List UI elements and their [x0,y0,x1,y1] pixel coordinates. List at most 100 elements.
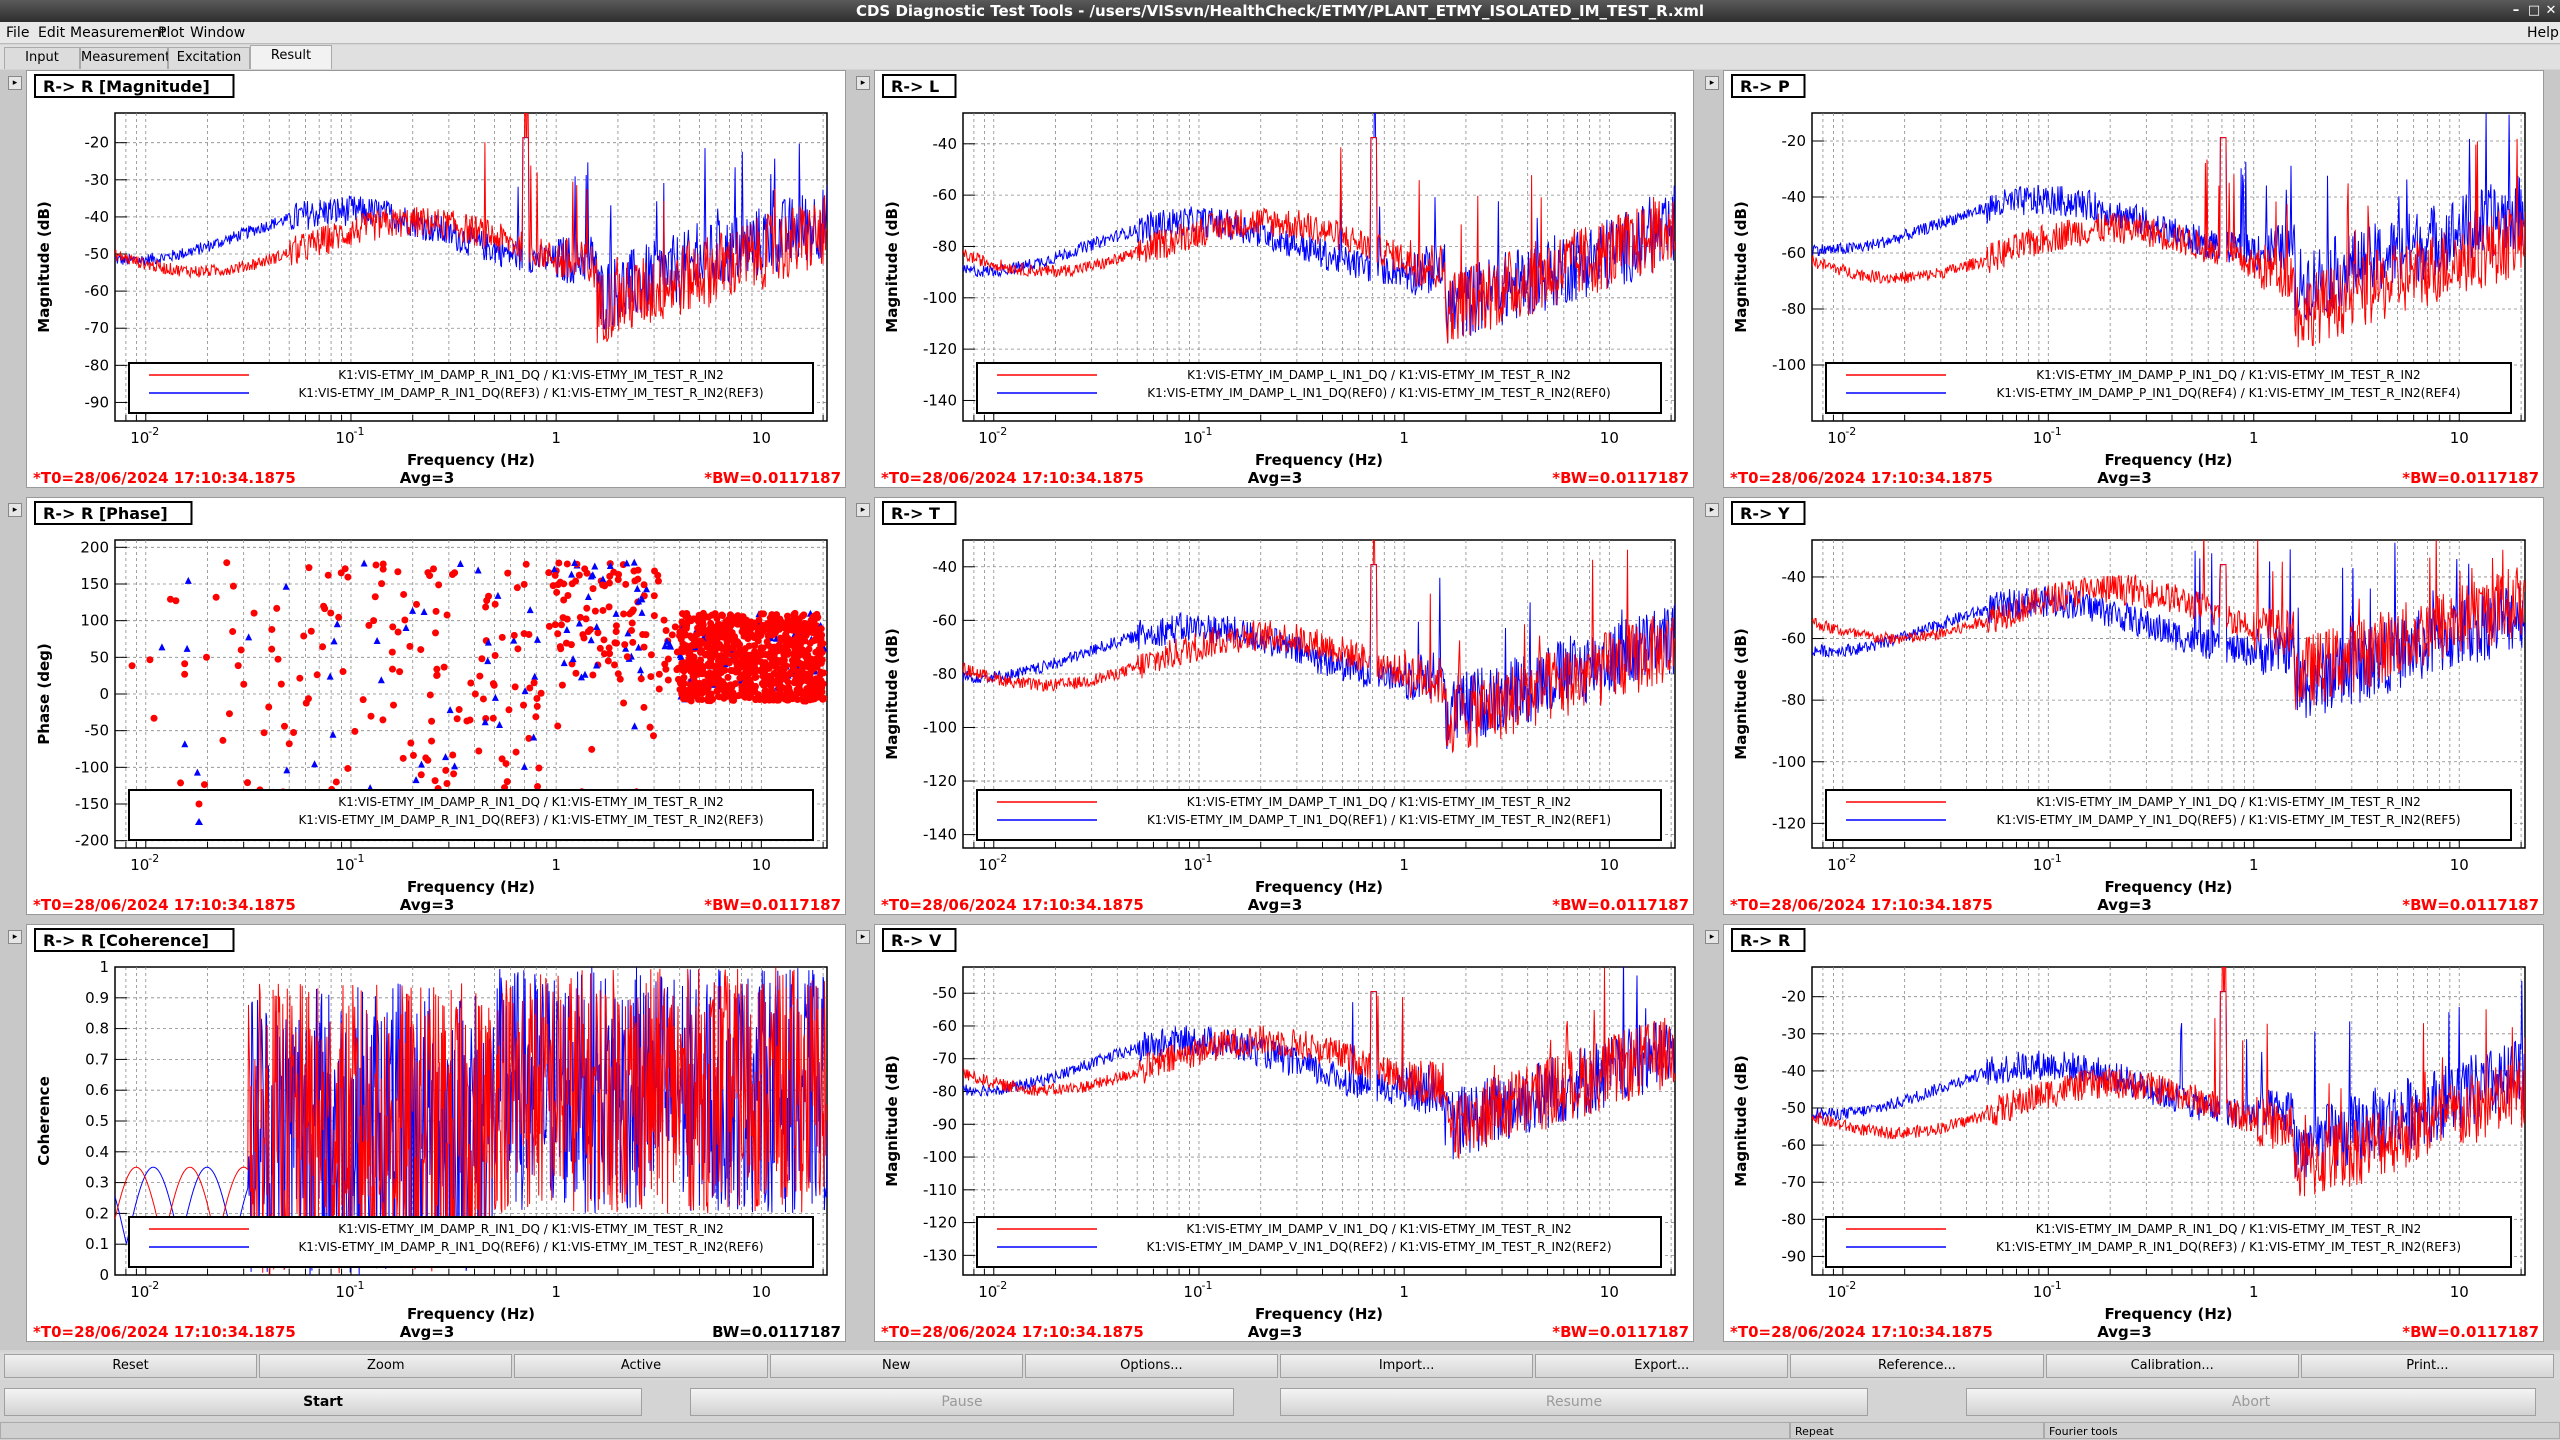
red-marker [482,715,490,723]
bandwidth-label: *BW=0.0117187 [1552,1323,1689,1341]
panel-select-button[interactable]: ▸ [8,76,22,90]
red-marker [520,701,528,709]
blue-marker [661,642,669,650]
print-button[interactable]: Print... [2300,1354,2554,1378]
blue-marker [496,720,504,728]
panel-select-button[interactable]: ▸ [856,503,870,517]
blue-marker [587,572,595,580]
panel-select-button[interactable]: ▸ [1705,930,1719,944]
red-marker [394,568,402,576]
plot-panel[interactable]: R-> R [Coherence] 1 0.9 0.8 0.7 0.6 0.5 0.4 0.3 0… [26,924,846,1342]
panel-title: R-> R [1740,931,1790,950]
start-button[interactable]: Start [4,1388,642,1416]
tab-excitation[interactable]: Excitation [168,47,250,69]
y-tick-label: -70 [85,319,110,337]
blue-marker [560,659,568,667]
red-marker [695,629,703,637]
panel-select-button[interactable]: ▸ [8,930,22,944]
status-repeat: Repeat [1790,1422,2044,1439]
red-marker [744,671,752,679]
abort-button[interactable]: Abort [1966,1388,2536,1416]
red-marker [370,617,378,625]
y-tick-label: -70 [933,1050,958,1068]
red-marker [706,635,714,643]
blue-marker [283,766,291,774]
tab-input[interactable]: Input [4,47,80,69]
options-button[interactable]: Options... [1024,1354,1278,1378]
maximize-icon[interactable]: □ [2527,3,2541,18]
x-axis-label: Frequency (Hz) [2104,1305,2232,1323]
plot-panel[interactable]: R-> L -40 -60 -80 -100 -120 -140 10 -2 10 -1 1 10 Fre… [874,70,1694,488]
import-button[interactable]: Import... [1280,1354,1534,1378]
plot-panel[interactable]: R-> R [Magnitude] -20 -30 -40 -50 -60 -70 -80 -9… [26,70,846,488]
red-marker [455,706,463,714]
red-marker [810,617,818,625]
panel-select-button[interactable]: ▸ [1705,503,1719,517]
reset-button[interactable]: Reset [4,1354,258,1378]
plot-panel[interactable]: R-> R -20 -30 -40 -50 -60 -70 -80 -90 10 -2 10 -1 1 10… [1723,924,2544,1342]
start-time-label: *T0=28/06/2024 17:10:34.1875 [33,896,296,914]
export-button[interactable]: Export... [1535,1354,1789,1378]
red-marker [742,616,750,624]
y-tick-label: -110 [923,1181,957,1199]
panel-select-button[interactable]: ▸ [8,503,22,517]
y-tick-label: -80 [1782,1210,1807,1228]
y-tick-label: -40 [1782,1062,1807,1080]
menu-file[interactable]: File [6,25,30,41]
plot-panel[interactable]: R-> Y -40 -60 -80 -100 -120 10 -2 10 -1 1 10 Frequen… [1723,497,2544,915]
red-trace [963,540,1675,754]
active-button[interactable]: Active [514,1354,768,1378]
minimize-icon[interactable]: – [2512,3,2520,18]
red-marker [786,691,794,699]
red-marker [628,619,636,627]
red-marker [784,616,792,624]
red-marker [407,739,415,747]
y-tick-label: -60 [85,282,110,300]
tab-result[interactable]: Result [250,45,332,69]
zoom-button[interactable]: Zoom [259,1354,513,1378]
plot-panel[interactable]: R-> P -20 -40 -60 -80 -100 10 -2 10 -1 1 10 Frequenc… [1723,70,2544,488]
plot-panel[interactable]: R-> T -40 -60 -80 -100 -120 -140 10 -2 10 -1 1 10 Fre… [874,497,1694,915]
red-marker [146,656,154,664]
close-icon[interactable]: ✕ [2545,3,2557,18]
x-tick-label: 1 [1399,429,1409,447]
menu-window[interactable]: Window [190,25,246,41]
y-tick-label: -90 [1782,1247,1807,1265]
pause-button[interactable]: Pause [690,1388,1234,1416]
y-tick-label: 100 [80,612,109,630]
calibration-button[interactable]: Calibration... [2045,1354,2299,1378]
start-time-label: *T0=28/06/2024 17:10:34.1875 [881,896,1144,914]
blue-marker [484,657,492,665]
red-marker [682,612,690,620]
y-tick-label: -90 [933,1115,958,1133]
red-marker [628,626,636,634]
panel-title-box [34,501,193,525]
blue-marker [521,687,529,695]
red-marker [426,572,434,580]
legend-box [1825,362,2512,414]
plot-panel[interactable]: R-> V -50 -60 -70 -80 -90 -100 -110 -120 -130 10 -2… [874,924,1694,1342]
menu-edit[interactable]: Edit [38,25,66,41]
panel-select-button[interactable]: ▸ [856,76,870,90]
red-marker [332,778,340,786]
new-button[interactable]: New [769,1354,1023,1378]
y-tick-label: 0.3 [85,1174,109,1192]
red-marker [683,692,691,700]
reference-button[interactable]: Reference... [1790,1354,2044,1378]
red-marker [737,671,745,679]
red-marker [761,659,769,667]
y-tick-label: 0.6 [85,1081,109,1099]
menu-measurement[interactable]: Measurement [70,25,167,41]
plot-panel[interactable]: R-> R [Phase] 200 150 100 50 0 -50 -100 -150 -200… [26,497,846,915]
menu-help[interactable]: Help [2527,25,2559,41]
menu-plot[interactable]: Plot [158,25,185,41]
red-marker [782,639,790,647]
red-marker [765,627,773,635]
resume-button[interactable]: Resume [1280,1388,1868,1416]
red-marker [379,716,387,724]
panel-select-button[interactable]: ▸ [856,930,870,944]
red-marker [661,660,669,668]
blue-marker [571,559,579,567]
panel-select-button[interactable]: ▸ [1705,76,1719,90]
tab-measurement[interactable]: Measurement [80,47,170,69]
